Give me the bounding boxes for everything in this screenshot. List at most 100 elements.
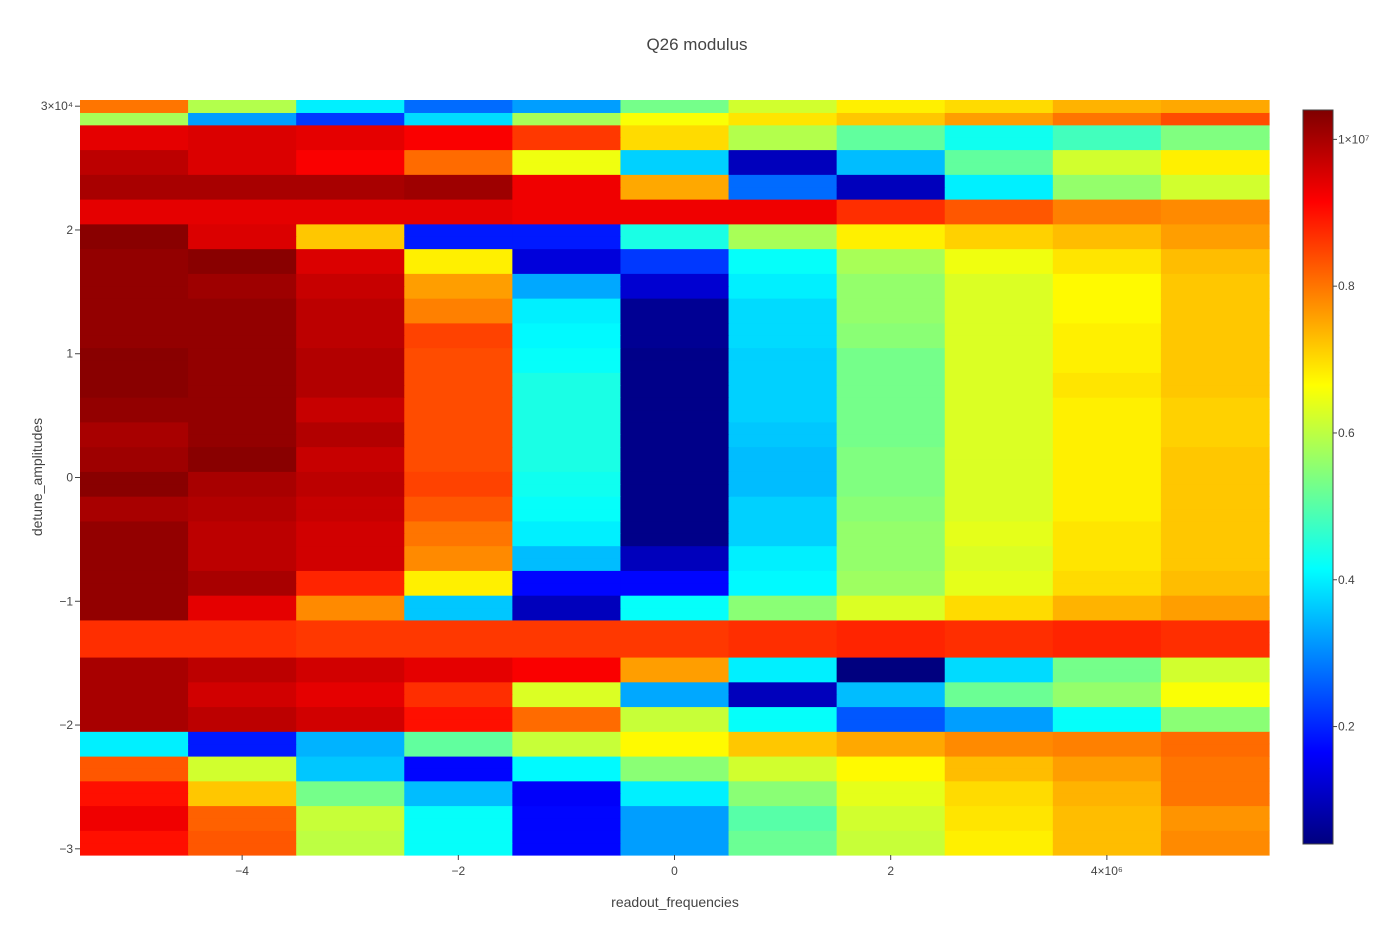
heatmap-cell: [728, 817, 838, 831]
heatmap-cell: [944, 520, 1054, 534]
heatmap-cell: [1052, 619, 1162, 633]
heatmap-cell: [296, 100, 405, 113]
heatmap-cell: [512, 793, 622, 807]
heatmap-cell: [80, 483, 189, 497]
heatmap-cell: [404, 124, 513, 138]
heatmap-cell: [80, 755, 189, 769]
heatmap-cell: [404, 359, 513, 373]
heatmap-cell: [1052, 508, 1162, 522]
heatmap-cell: [1160, 508, 1270, 522]
heatmap-cell: [1160, 260, 1270, 274]
heatmap-cell: [1052, 483, 1162, 497]
heatmap-cell: [188, 656, 297, 670]
heatmap-cell: [188, 372, 297, 386]
heatmap-cell: [1052, 656, 1162, 670]
heatmap-cell: [836, 298, 946, 312]
heatmap-cell: [512, 112, 622, 126]
heatmap-cell: [944, 780, 1054, 794]
heatmap-cell: [188, 755, 297, 769]
heatmap-cell: [1160, 533, 1270, 547]
heatmap-cell: [188, 347, 297, 361]
heatmap-cell: [404, 161, 513, 175]
heatmap-cell: [1052, 780, 1162, 794]
heatmap-cell: [836, 793, 946, 807]
heatmap-cell: [80, 112, 189, 126]
heatmap-cell: [944, 718, 1054, 732]
heatmap-cell: [296, 483, 405, 497]
heatmap-cell: [1052, 384, 1162, 398]
colorbar-tick-label: 0.2: [1338, 720, 1355, 734]
heatmap-cell: [80, 186, 189, 200]
heatmap-cell: [1160, 223, 1270, 237]
heatmap-cell: [728, 694, 838, 708]
heatmap-cell: [80, 706, 189, 720]
heatmap-cell: [944, 817, 1054, 831]
heatmap-cell: [80, 322, 189, 336]
heatmap-cell: [296, 211, 405, 225]
heatmap-cell: [296, 805, 405, 819]
heatmap-cell: [512, 619, 622, 633]
heatmap-cell: [296, 434, 405, 448]
heatmap-cell: [1160, 830, 1270, 844]
heatmap-cell: [404, 520, 513, 534]
heatmap-cell: [1052, 372, 1162, 386]
heatmap-cell: [80, 298, 189, 312]
heatmap-cell: [512, 236, 622, 250]
heatmap-cell: [620, 124, 730, 138]
heatmap-cell: [728, 731, 838, 745]
heatmap-cell: [944, 421, 1054, 435]
heatmap-cell: [944, 137, 1054, 151]
heatmap-cell: [728, 805, 838, 819]
heatmap-cell: [728, 211, 838, 225]
heatmap-cell: [1052, 533, 1162, 547]
heatmap-cell: [1052, 112, 1162, 126]
heatmap-cell: [620, 533, 730, 547]
heatmap-cell: [836, 223, 946, 237]
heatmap-cell: [188, 458, 297, 472]
heatmap-cell: [728, 607, 838, 621]
heatmap-cell: [80, 520, 189, 534]
heatmap-cell: [512, 273, 622, 287]
heatmap-cell: [1160, 644, 1270, 658]
heatmap-cell: [404, 768, 513, 782]
heatmap-cell: [944, 706, 1054, 720]
heatmap-cell: [296, 619, 405, 633]
heatmap-cell: [1052, 458, 1162, 472]
heatmap-cell: [188, 211, 297, 225]
heatmap-cell: [80, 830, 189, 844]
heatmap-cell: [728, 397, 838, 411]
heatmap-cell: [188, 533, 297, 547]
heatmap-cell: [836, 780, 946, 794]
heatmap-cell: [296, 830, 405, 844]
heatmap-cell: [836, 149, 946, 163]
heatmap-cell: [404, 372, 513, 386]
heatmap-cell: [188, 805, 297, 819]
heatmap-cell: [944, 310, 1054, 324]
heatmap-cell: [1052, 520, 1162, 534]
heatmap-cell: [188, 718, 297, 732]
y-tick-label: 1: [66, 347, 73, 361]
heatmap-cell: [1160, 310, 1270, 324]
heatmap-cell: [296, 248, 405, 262]
heatmap-cell: [404, 174, 513, 188]
heatmap-cell: [188, 545, 297, 559]
heatmap-cell: [1160, 149, 1270, 163]
heatmap-cell: [80, 644, 189, 658]
heatmap-cell: [1160, 471, 1270, 485]
heatmap-cell: [80, 694, 189, 708]
heatmap-cell: [944, 199, 1054, 212]
y-tick-label: −1: [59, 594, 73, 608]
heatmap-cell: [944, 830, 1054, 844]
heatmap-cell: [296, 520, 405, 534]
heatmap-cell: [1052, 409, 1162, 423]
heatmap-cell: [944, 471, 1054, 485]
heatmap-cell: [1160, 397, 1270, 411]
heatmap-cell: [1052, 446, 1162, 460]
heatmap-cell: [1160, 780, 1270, 794]
heatmap-cell: [1052, 570, 1162, 584]
heatmap-cell: [944, 805, 1054, 819]
heatmap-cell: [404, 100, 513, 113]
heatmap-cell: [620, 384, 730, 398]
heatmap-cell: [1160, 817, 1270, 831]
heatmap-cell: [1160, 731, 1270, 745]
